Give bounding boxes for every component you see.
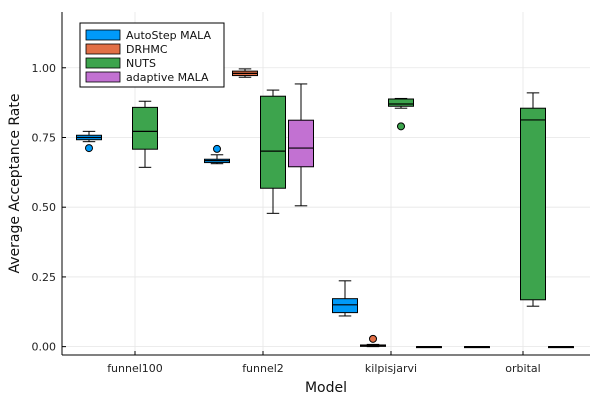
y-tick-label: 0.00 (32, 341, 57, 354)
legend-swatch (85, 71, 121, 83)
x-tick-label: funnel100 (107, 362, 163, 375)
legend-label: DRHMC (126, 43, 168, 56)
outlier-point (213, 144, 221, 153)
x-axis-title: Model (305, 380, 347, 396)
box-autostep-mala (332, 298, 358, 314)
legend-label: AutoStep MALA (126, 29, 211, 42)
legend-label: adaptive MALA (126, 71, 209, 84)
legend-label: NUTS (126, 57, 156, 70)
y-tick-label: 0.75 (32, 131, 57, 144)
legend-swatch (85, 57, 121, 69)
y-tick-label: 1.00 (32, 62, 57, 75)
legend-swatch (85, 43, 121, 55)
x-tick-label: orbital (505, 362, 540, 375)
legend-swatch (85, 29, 121, 41)
x-tick-label: kilpisjarvi (365, 362, 417, 375)
outlier-point (397, 122, 405, 131)
x-tick-label: funnel2 (242, 362, 284, 375)
outlier-point (369, 334, 377, 343)
box-nuts (260, 95, 286, 189)
outlier-point (85, 144, 93, 153)
box-adaptive-mala (288, 119, 314, 168)
y-axis-title: Average Acceptance Rate (7, 94, 23, 274)
y-tick-label: 0.25 (32, 271, 57, 284)
y-tick-label: 0.50 (32, 201, 57, 214)
box-nuts (132, 106, 158, 150)
box-nuts (388, 98, 414, 107)
box-nuts (520, 107, 546, 301)
